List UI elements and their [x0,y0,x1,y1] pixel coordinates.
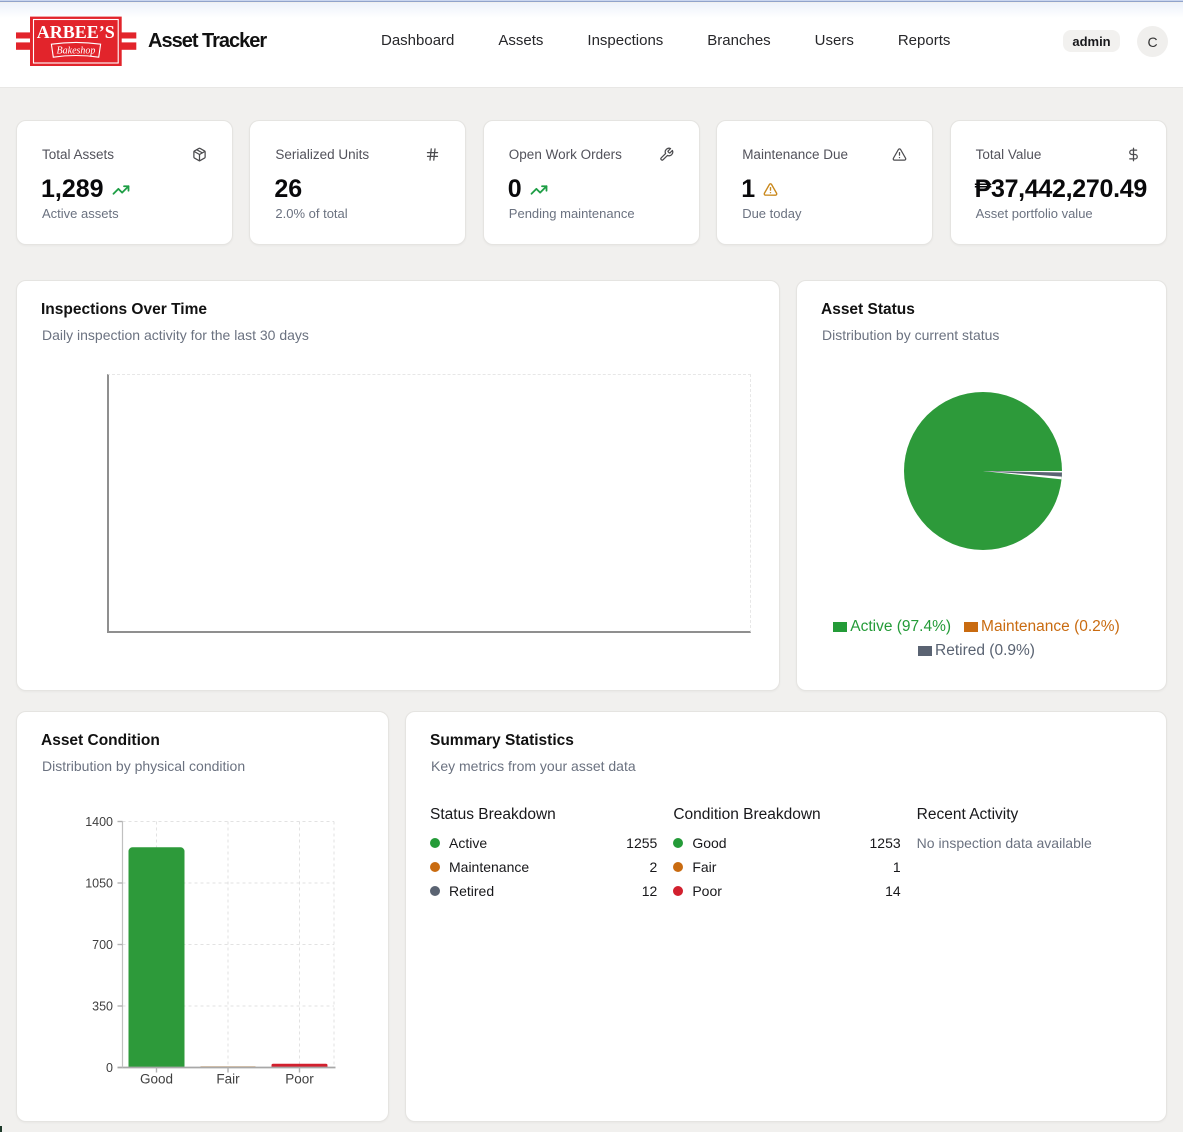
svg-text:Good: Good [140,1072,173,1087]
svg-text:1400: 1400 [85,815,113,829]
svg-text:0: 0 [106,1061,113,1075]
svg-text:ARBEE’S: ARBEE’S [37,22,115,42]
svg-text:350: 350 [92,1000,113,1014]
svg-text:Bakeshop: Bakeshop [57,46,96,57]
svg-text:Poor: Poor [285,1072,314,1087]
svg-text:1050: 1050 [85,877,113,891]
svg-text:700: 700 [92,938,113,952]
svg-text:Fair: Fair [216,1072,240,1087]
